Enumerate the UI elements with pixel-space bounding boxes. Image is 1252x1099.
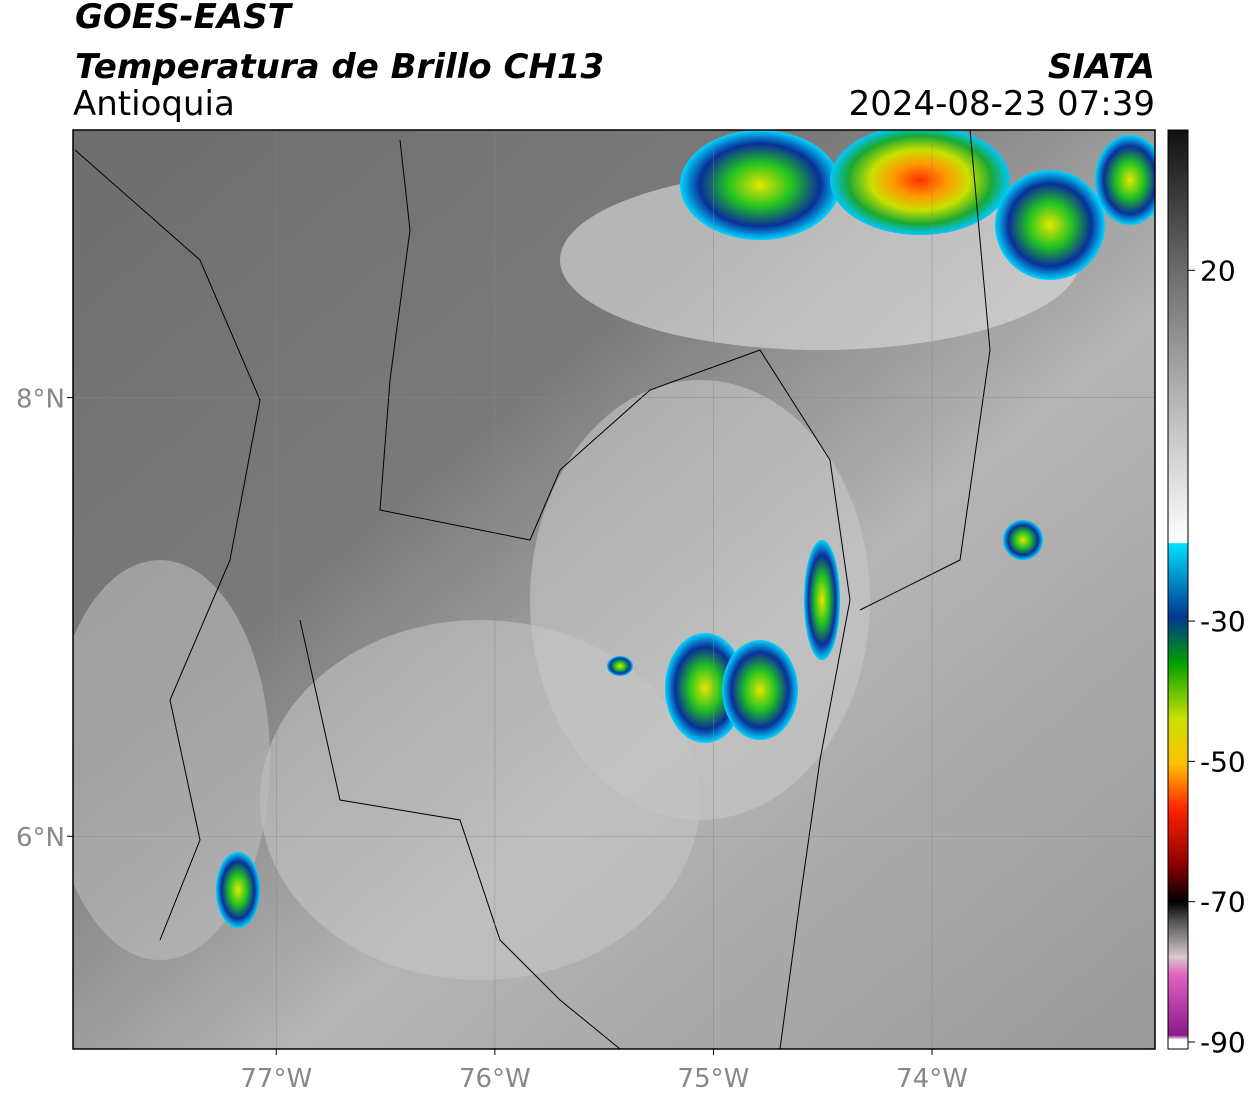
border — [379, 139, 851, 1049]
datetime: 2024-08-23 07:39 — [849, 84, 1155, 124]
colorbar-tick-label: -70 — [1200, 886, 1246, 919]
cloud — [73, 560, 270, 960]
storm-cell — [1095, 135, 1155, 225]
x-tick-label: 76°W — [459, 1064, 531, 1094]
storm-cell — [722, 640, 798, 740]
x-tick-label: 74°W — [896, 1064, 968, 1094]
storm-cell — [995, 170, 1105, 280]
grid — [73, 130, 1155, 1049]
source: SIATA — [1048, 47, 1155, 87]
y-tick-label: 8°N — [16, 385, 65, 415]
map-imagery — [73, 130, 1155, 1049]
colorbar-tick-label: -90 — [1200, 1026, 1246, 1059]
storm-cell — [830, 130, 1010, 235]
y-tick-label: 6°N — [16, 823, 65, 853]
title: GOES-EAST — [75, 0, 294, 37]
border — [299, 619, 621, 1049]
storm-cell — [680, 130, 840, 240]
map-frame — [72, 129, 1156, 1050]
storm-cell — [804, 540, 840, 660]
colorbar-tick-label: -30 — [1200, 605, 1246, 638]
storm-cell — [665, 633, 745, 743]
subtitle: Temperatura de Brillo CH13 — [75, 47, 604, 87]
coastline — [74, 149, 261, 941]
border — [859, 130, 991, 611]
storm-cell — [607, 656, 633, 676]
colorbar-tick-label: 20 — [1200, 254, 1236, 287]
x-tick-label: 77°W — [240, 1064, 312, 1094]
cloud — [260, 620, 700, 980]
x-tick-label: 75°W — [678, 1064, 750, 1094]
storm-cell — [1003, 520, 1043, 560]
colorbar-tick-label: -50 — [1200, 745, 1246, 778]
storm-cell — [216, 852, 260, 928]
region: Antioquia — [73, 84, 235, 124]
colorbar — [1167, 129, 1189, 1050]
